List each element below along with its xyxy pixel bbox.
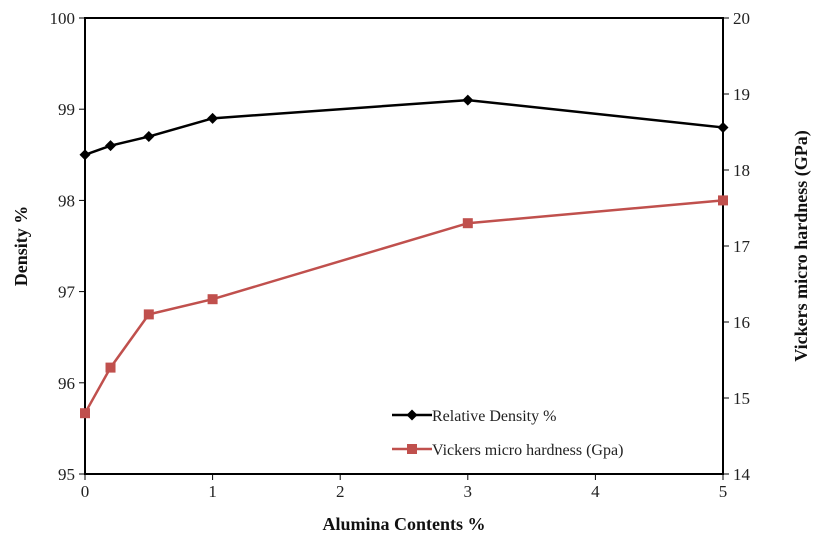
data-point-hardness	[718, 195, 728, 206]
data-point-density	[462, 94, 474, 106]
data-point-density	[143, 131, 155, 143]
right-y-tick-label: 19	[733, 85, 750, 104]
x-tick-label: 2	[336, 482, 345, 501]
legend: Relative Density % Vickers micro hardness…	[392, 408, 623, 459]
right-y-tick-label: 16	[733, 313, 750, 332]
x-tick-label: 3	[464, 482, 473, 501]
right-y-tick-label: 18	[733, 161, 750, 180]
data-point-hardness	[143, 309, 154, 320]
right-y-axis-title: Vickers micro hardness (GPa)	[791, 130, 812, 361]
left-y-tick-label: 98	[58, 191, 75, 210]
plot-area	[84, 17, 724, 475]
data-point-hardness	[105, 362, 116, 373]
x-axis-ticks: 0 1 2 3 4 5	[81, 474, 728, 501]
data-point-hardness	[207, 294, 218, 305]
left-y-tick-label: 100	[50, 9, 76, 28]
legend-square-marker	[407, 444, 417, 454]
data-point-hardness	[462, 218, 473, 229]
left-y-tick-label: 96	[58, 374, 75, 393]
right-y-tick-label: 17	[733, 237, 751, 256]
data-point-density	[207, 112, 219, 124]
x-axis-title: Alumina Contents %	[322, 514, 485, 534]
left-y-tick-label: 95	[58, 465, 75, 484]
legend-label: Vickers micro hardness (Gpa)	[432, 442, 623, 459]
left-y-tick-label: 97	[58, 283, 76, 302]
data-point-hardness	[80, 408, 90, 419]
x-tick-label: 0	[81, 482, 90, 501]
data-point-density	[79, 149, 91, 161]
series-line-0	[84, 98, 724, 156]
x-tick-label: 5	[719, 482, 728, 501]
right-y-tick-label: 20	[733, 9, 750, 28]
left-y-tick-label: 99	[58, 100, 75, 119]
series-line-1	[83, 199, 724, 414]
x-tick-label: 4	[591, 482, 600, 501]
left-y-axis-ticks: 95 96 97 98 99 100	[50, 9, 85, 484]
right-y-tick-label: 14	[733, 465, 751, 484]
left-y-axis-title: Density %	[11, 206, 31, 287]
right-y-tick-label: 15	[733, 389, 750, 408]
legend-label: Relative Density %	[432, 408, 556, 425]
data-point-density	[105, 140, 117, 152]
x-tick-label: 1	[208, 482, 217, 501]
right-y-axis-ticks: 14 15 16 17 18 19 20	[723, 9, 751, 484]
series-layer	[79, 94, 729, 419]
data-point-density	[717, 121, 729, 133]
legend-diamond-marker	[406, 409, 418, 421]
